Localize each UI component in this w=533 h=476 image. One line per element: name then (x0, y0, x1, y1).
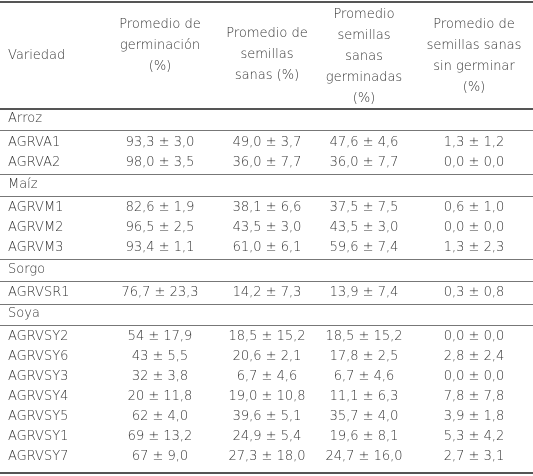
value-cell: 32 ± 3,8 (131, 369, 189, 384)
value-cell: 36,0 ± 7,7 (329, 155, 399, 170)
group-rule (0, 325, 533, 326)
value-cell: 43,5 ± 3,0 (329, 220, 399, 235)
value-cell: 62 ± 4,0 (131, 409, 189, 424)
variety-cell: AGRVSY5 (8, 409, 69, 424)
value-cell: 38,1 ± 6,6 (232, 200, 302, 215)
value-cell: 96,5 ± 2,5 (125, 220, 195, 235)
value-cell: 39,6 ± 5,1 (232, 409, 302, 424)
header-sanas-sin-germinar: Promedio de semillas sanas sin germinar … (426, 17, 522, 95)
value-cell: 6,7 ± 4,6 (333, 369, 395, 384)
value-cell: 2,7 ± 3,1 (443, 449, 505, 464)
value-cell: 37,5 ± 7,5 (329, 200, 399, 215)
table-bottom-rule (0, 472, 533, 474)
value-cell: 24,9 ± 5,4 (232, 429, 302, 444)
variety-cell: AGRVSY7 (8, 449, 69, 464)
value-cell: 67 ± 9,0 (131, 449, 189, 464)
value-cell: 59,6 ± 7,4 (329, 240, 399, 255)
variety-cell: AGRVM1 (8, 200, 64, 215)
value-cell: 35,7 ± 4,0 (329, 409, 399, 424)
header-bottom-rule (0, 108, 533, 110)
value-cell: 13,9 ± 7,4 (329, 285, 399, 300)
value-cell: 17,8 ± 2,5 (329, 349, 399, 364)
variety-cell: AGRVSY2 (8, 329, 69, 344)
group-rule (0, 174, 533, 175)
variety-cell: AGRVSY1 (8, 429, 69, 444)
group-rule (0, 130, 533, 131)
value-cell: 43 ± 5,5 (131, 349, 189, 364)
value-cell: 3,9 ± 1,8 (443, 409, 505, 424)
group-rule (0, 304, 533, 305)
value-cell: 5,3 ± 4,2 (443, 429, 505, 444)
value-cell: 14,2 ± 7,3 (232, 285, 302, 300)
value-cell: 19,6 ± 8,1 (329, 429, 399, 444)
group-rule (0, 196, 533, 197)
value-cell: 18,5 ± 15,2 (325, 329, 403, 344)
value-cell: 1,3 ± 1,2 (443, 135, 505, 150)
value-cell: 1,3 ± 2,3 (443, 240, 505, 255)
header-sanas-germinadas: Promedio semillas sanas germinadas (%) (325, 7, 403, 106)
value-cell: 49,0 ± 3,7 (232, 135, 302, 150)
value-cell: 98,0 ± 3,5 (125, 155, 195, 170)
value-cell: 54 ± 17,9 (127, 329, 193, 344)
group-label: Sorgo (8, 262, 46, 277)
value-cell: 93,3 ± 3,0 (125, 135, 195, 150)
value-cell: 0,0 ± 0,0 (443, 329, 505, 344)
value-cell: 20 ± 11,8 (127, 389, 193, 404)
variety-cell: AGRVSR1 (8, 285, 70, 300)
value-cell: 18,5 ± 15,2 (228, 329, 306, 344)
variety-cell: AGRVM3 (8, 240, 64, 255)
value-cell: 27,3 ± 18,0 (228, 449, 306, 464)
variety-cell: AGRVM2 (8, 220, 64, 235)
value-cell: 0,0 ± 0,0 (443, 155, 505, 170)
value-cell: 20,6 ± 2,1 (232, 349, 302, 364)
value-cell: 0,0 ± 0,0 (443, 220, 505, 235)
group-label: Soya (8, 306, 40, 321)
value-cell: 47,6 ± 4,6 (329, 135, 399, 150)
group-label: Maíz (8, 177, 38, 192)
value-cell: 93,4 ± 1,1 (125, 240, 195, 255)
variety-cell: AGRVSY3 (8, 369, 69, 384)
value-cell: 0,0 ± 0,0 (443, 369, 505, 384)
group-rule (0, 259, 533, 260)
value-cell: 76,7 ± 23,3 (121, 285, 199, 300)
value-cell: 11,1 ± 6,3 (329, 389, 399, 404)
table-top-rule (0, 1, 533, 3)
value-cell: 2,8 ± 2,4 (443, 349, 505, 364)
value-cell: 82,6 ± 1,9 (125, 200, 195, 215)
group-label: Arroz (8, 111, 43, 126)
value-cell: 24,7 ± 16,0 (325, 449, 403, 464)
value-cell: 0,6 ± 1,0 (443, 200, 505, 215)
value-cell: 0,3 ± 0,8 (443, 285, 505, 300)
variety-cell: AGRVSY6 (8, 349, 69, 364)
value-cell: 6,7 ± 4,6 (236, 369, 298, 384)
header-variedad: Variedad (8, 48, 66, 63)
value-cell: 43,5 ± 3,0 (232, 220, 302, 235)
variety-cell: AGRVA1 (8, 135, 61, 150)
value-cell: 19,0 ± 10,8 (228, 389, 306, 404)
group-rule (0, 281, 533, 282)
value-cell: 7,8 ± 7,8 (443, 389, 505, 404)
value-cell: 69 ± 13,2 (127, 429, 193, 444)
value-cell: 36,0 ± 7,7 (232, 155, 302, 170)
value-cell: 61,0 ± 6,1 (232, 240, 302, 255)
variety-cell: AGRVA2 (8, 155, 61, 170)
header-germinacion: Promedio de germinación (%) (119, 17, 201, 74)
variety-cell: AGRVSY4 (8, 389, 69, 404)
header-semillas-sanas: Promedio de semillas sanas (%) (226, 26, 308, 83)
